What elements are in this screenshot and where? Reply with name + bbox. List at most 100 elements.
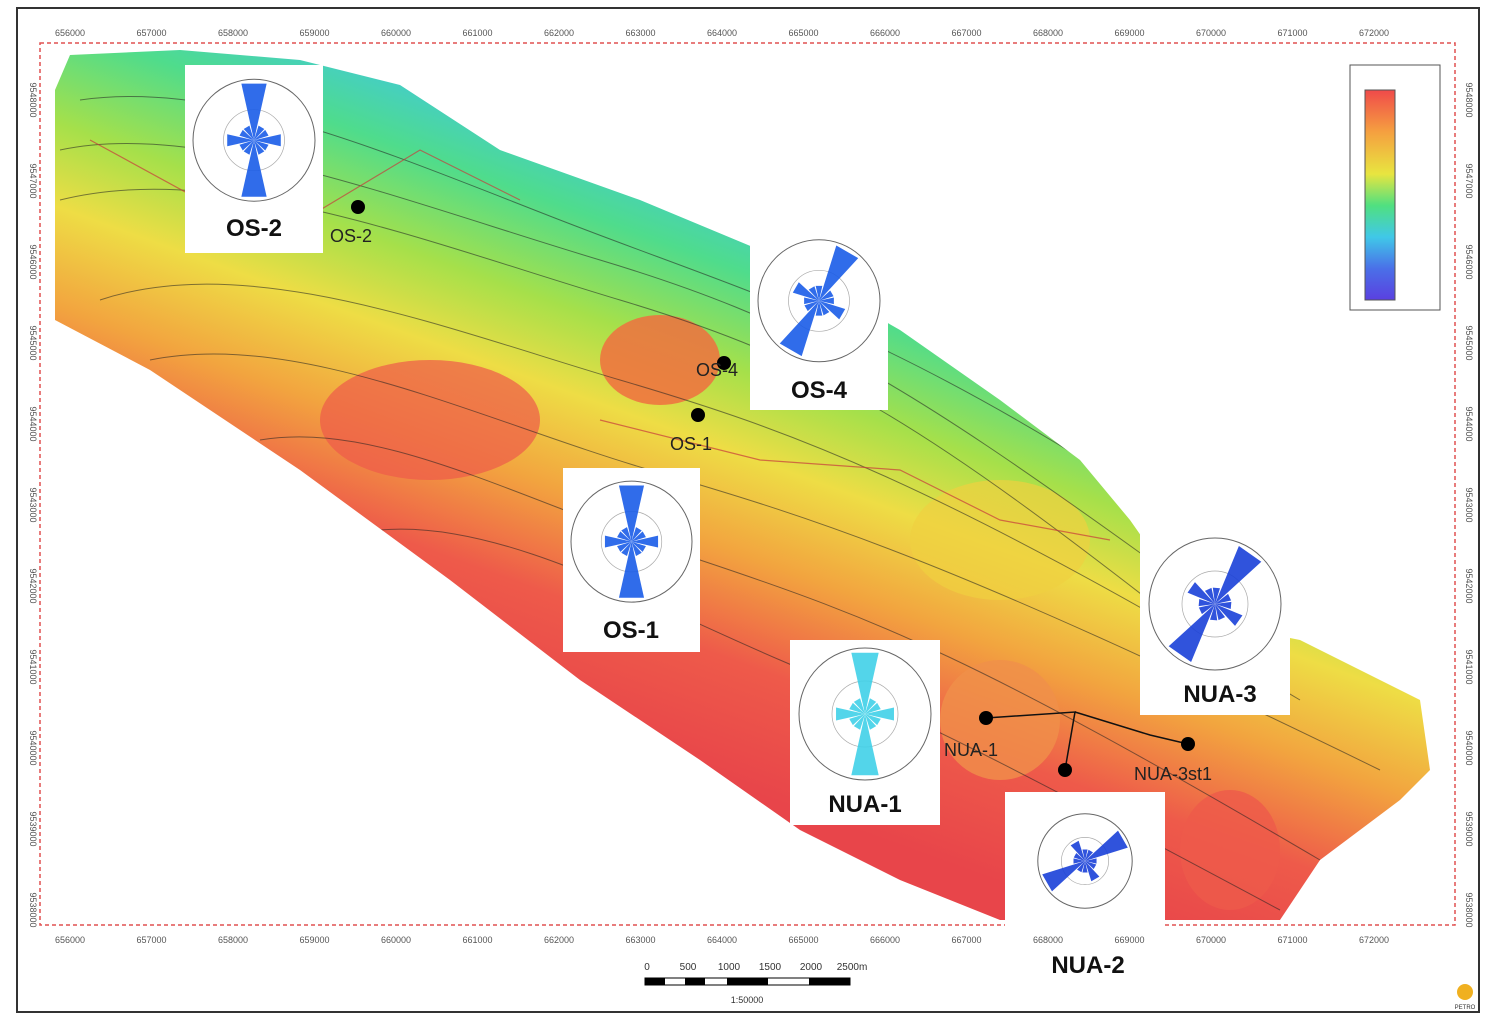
- rose-petal: [1215, 601, 1232, 609]
- y-tick-label: 9546000: [28, 244, 38, 279]
- rose-petal: [1085, 858, 1097, 864]
- rose-petal: [1085, 830, 1128, 861]
- x-tick-label: 659000: [299, 28, 329, 38]
- x-tick-label: 661000: [462, 935, 492, 945]
- x-tick-label: 662000: [544, 28, 574, 38]
- rose-petal: [631, 535, 659, 548]
- rose-petal: [1085, 861, 1100, 882]
- well-label: OS-2: [330, 226, 372, 246]
- rose-petal: [819, 300, 830, 316]
- rose-petal: [819, 290, 834, 301]
- y-tick-label: 9548000: [28, 82, 38, 117]
- x-tick-label: 663000: [625, 28, 655, 38]
- y-tick-label: 9540000: [28, 730, 38, 765]
- x-tick-label: 668000: [1033, 28, 1063, 38]
- rose-petal: [618, 485, 645, 542]
- x-tick-label: 671000: [1277, 935, 1307, 945]
- rose-petal: [631, 531, 646, 542]
- x-tick-label: 664000: [707, 935, 737, 945]
- x-tick-label: 656000: [55, 28, 85, 38]
- x-tick-label: 659000: [299, 935, 329, 945]
- rose-petal: [1085, 861, 1097, 869]
- x-tick-label: 660000: [381, 935, 411, 945]
- rose-petal: [1212, 587, 1220, 604]
- rose-petal: [617, 531, 632, 542]
- rose-petal: [865, 714, 881, 726]
- y-tick-label: 9548000: [1464, 82, 1474, 117]
- y-tick-label: 9543000: [1464, 487, 1474, 522]
- logo-icon: [1457, 984, 1473, 1000]
- rose-petal: [1082, 861, 1088, 873]
- rose-circle: [788, 269, 850, 332]
- rose-label: OS-4: [791, 377, 848, 404]
- rose-petal: [819, 297, 834, 305]
- x-tick-label: 665000: [788, 935, 818, 945]
- y-tick-label: 9546000: [1464, 244, 1474, 279]
- rose-petal: [865, 702, 881, 714]
- y-tick-label: 9538000: [1464, 892, 1474, 927]
- rose-petal: [865, 707, 894, 721]
- rose-petal: [631, 541, 642, 557]
- rose-petal: [815, 300, 823, 316]
- well-marker: [979, 711, 993, 725]
- scale-bar-segment: [809, 978, 850, 985]
- rose-petal: [1042, 861, 1085, 892]
- rose-petal: [792, 282, 819, 301]
- x-tick-label: 663000: [625, 935, 655, 945]
- x-tick-label: 670000: [1196, 28, 1226, 38]
- y-tick-label: 9543000: [28, 487, 38, 522]
- y-tick-label: 9541000: [28, 649, 38, 684]
- rose-circle: [757, 239, 881, 363]
- y-tick-label: 9540000: [1464, 730, 1474, 765]
- scale-label: 2500m: [837, 962, 868, 973]
- rose-petal: [254, 134, 281, 147]
- rose-petal: [1215, 604, 1226, 621]
- rose-circle: [798, 647, 932, 781]
- rose-petal: [617, 541, 632, 552]
- scale-label: 1000: [718, 962, 741, 973]
- scale-label: 0: [644, 962, 650, 973]
- rose-petal: [243, 125, 254, 141]
- rose-petal: [1210, 604, 1218, 621]
- scale-bar-segment: [645, 978, 665, 985]
- rose-petal: [1082, 849, 1088, 861]
- rose-petal: [849, 714, 865, 726]
- rose-petal: [865, 698, 877, 714]
- scale-label: 2000: [800, 962, 823, 973]
- rose-petal: [604, 535, 632, 548]
- y-tick-label: 9539000: [28, 811, 38, 846]
- scale-bar-segment: [727, 978, 768, 985]
- x-tick-label: 665000: [788, 28, 818, 38]
- x-tick-label: 667000: [951, 935, 981, 945]
- rose-petal: [851, 652, 879, 714]
- rose-petal: [254, 125, 265, 141]
- rose-petal: [1187, 582, 1215, 604]
- rose-circle: [192, 78, 316, 202]
- logo-text: PETRO: [1455, 1005, 1476, 1011]
- x-tick-label: 666000: [870, 935, 900, 945]
- x-tick-label: 672000: [1359, 935, 1389, 945]
- rose-petal: [239, 140, 254, 151]
- rose-petal: [254, 140, 269, 151]
- rose-petal: [1073, 858, 1085, 864]
- y-tick-label: 9545000: [1464, 325, 1474, 360]
- x-tick-label: 661000: [462, 28, 492, 38]
- x-tick-label: 660000: [381, 28, 411, 38]
- well-marker: [1058, 763, 1072, 777]
- rose-petal: [621, 527, 632, 542]
- rose-circle: [1037, 813, 1133, 909]
- rose-label: NUA-3: [1183, 681, 1256, 708]
- frame: [16, 7, 1480, 1013]
- scale-label: 1500: [759, 962, 782, 973]
- rose-petal: [836, 707, 865, 721]
- rose-petal: [618, 541, 645, 598]
- rose-panel: [750, 228, 888, 410]
- rose-label: NUA-1: [828, 791, 901, 818]
- rose-petal: [621, 541, 632, 557]
- rose-petal: [241, 140, 267, 197]
- x-tick-label: 658000: [218, 935, 248, 945]
- rose-petal: [815, 285, 823, 301]
- map-border: [39, 42, 1456, 926]
- rose-petal: [243, 140, 254, 155]
- rose-circle: [1181, 570, 1249, 638]
